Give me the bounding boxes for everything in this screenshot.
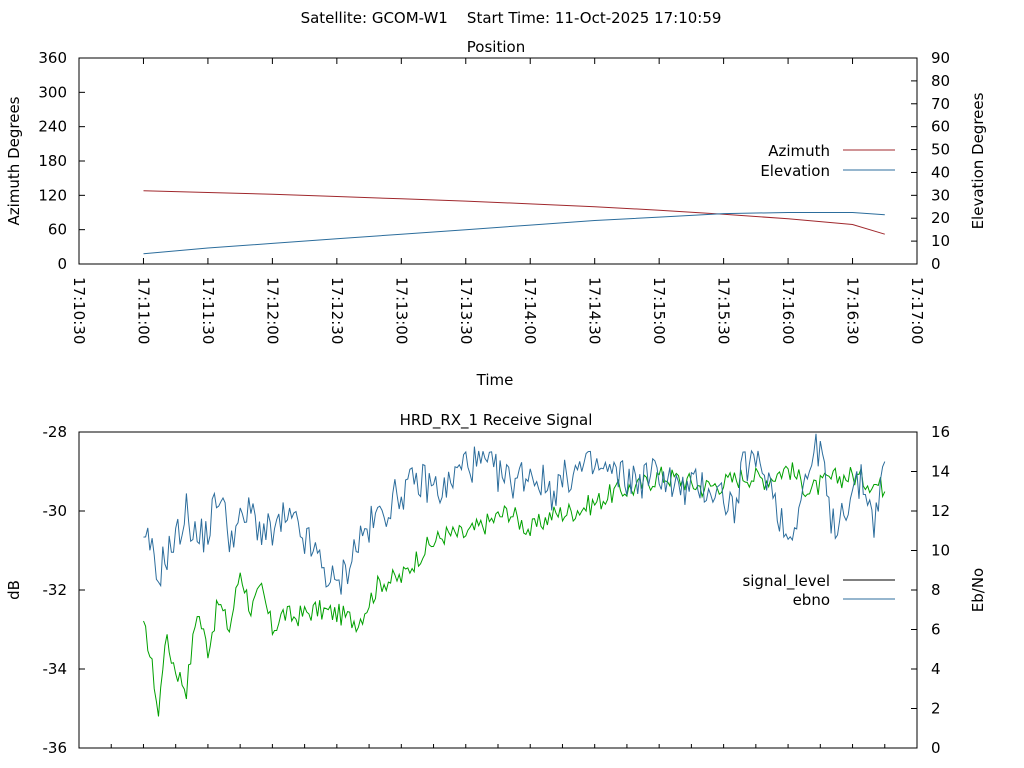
receive-signal-ytick-label: -36 [43,739,68,757]
receive-signal-chart: HRD_RX_1 Receive Signal -36 -34 -32 -30 -28 0… [5,411,987,757]
receive-signal-title: HRD_RX_1 Receive Signal [400,411,593,430]
receive-signal-y2tick-label: 12 [931,502,950,520]
position-xtick-label: 17:11:00 [134,277,152,344]
position-xtick-label: 17:12:30 [328,277,346,344]
position-y2tick-label: 30 [931,186,950,204]
position-xtick-label: 17:15:00 [650,277,668,344]
position-xtick-label: 17:13:00 [392,277,410,344]
receive-signal-ytick-label: -32 [43,581,68,599]
receive-signal-legend-label: signal_level [742,572,830,591]
position-ytick-label: 300 [38,83,67,101]
figure-title: Satellite: GCOM-W1 Start Time: 11-Oct-20… [301,9,722,27]
position-ytick-label: 180 [38,152,67,170]
receive-signal-plot-frame [78,431,918,749]
position-y2tick-label: 60 [931,118,950,136]
position-ytick-label: 60 [48,221,67,239]
position-ylabel: Azimuth Degrees [5,96,23,225]
position-y2tick-label: 80 [931,72,950,90]
receive-signal-ticks: -36 -34 -32 -30 -28 0 2 4 6 8 10 12 14 16 [43,423,951,757]
receive-signal-y2tick-label: 14 [931,463,950,481]
position-series-line-azimuth [143,190,885,235]
receive-signal-y2tick-label: 8 [931,581,941,599]
position-y2tick-label: 70 [931,95,950,113]
receive-signal-ytick-label: -34 [43,660,68,678]
position-xlabel: Time [476,371,514,389]
position-xtick-label: 17:13:30 [457,277,475,344]
position-ticks: 0 60 120 180 240 300 360 0 10 20 30 40 50 60 70 80 90 17:… [38,49,950,344]
position-title: Position [467,38,525,56]
receive-signal-y2tick-label: 16 [931,423,950,441]
position-y2tick-label: 90 [931,49,950,67]
position-y2tick-label: 10 [931,232,950,250]
position-ytick-label: 360 [38,49,67,67]
receive-signal-series-line-ebno [143,433,886,595]
position-y2tick-label: 40 [931,163,950,181]
receive-signal-ylabel: dB [5,580,23,600]
position-xtick-label: 17:15:30 [715,277,733,344]
position-xtick-label: 17:16:30 [844,277,862,344]
receive-signal-legend-label: ebno [793,591,830,609]
receive-signal-series [143,433,886,717]
receive-signal-ytick-label: -30 [43,502,68,520]
receive-signal-y2tick-label: 6 [931,621,941,639]
receive-signal-y2tick-label: 10 [931,542,950,560]
position-y2label: Elevation Degrees [969,92,987,229]
position-xtick-label: 17:17:00 [908,277,926,344]
receive-signal-series-line-signal-level [143,462,886,717]
receive-signal-y2tick-label: 0 [931,739,941,757]
position-y2tick-label: 50 [931,141,950,159]
position-series-line-elevation [143,212,885,255]
position-xtick-label: 17:14:00 [521,277,539,344]
position-xtick-label: 17:10:30 [70,277,88,344]
position-ytick-label: 120 [38,186,67,204]
position-xtick-label: 17:14:30 [586,277,604,344]
receive-signal-y2tick-label: 4 [931,660,941,678]
receive-signal-y2tick-label: 2 [931,700,941,718]
position-y2tick-label: 0 [931,255,941,273]
receive-signal-y2label: Eb/No [969,568,987,612]
position-ytick-label: 0 [57,255,67,273]
position-y2tick-label: 20 [931,209,950,227]
receive-signal-ytick-label: -28 [43,423,68,441]
position-legend-label: Elevation [760,162,830,180]
position-legend-label: Azimuth [768,142,830,160]
position-xtick-label: 17:11:30 [199,277,217,344]
position-legend: Azimuth Elevation [760,142,895,180]
position-plot-frame [78,57,918,265]
position-ytick-label: 240 [38,118,67,136]
position-series [143,190,885,255]
position-chart: Position 0 60 120 180 240 300 360 0 10 20 30 40 50 60… [5,38,987,389]
position-xtick-label: 17:12:00 [263,277,281,344]
position-xtick-label: 17:16:00 [779,277,797,344]
